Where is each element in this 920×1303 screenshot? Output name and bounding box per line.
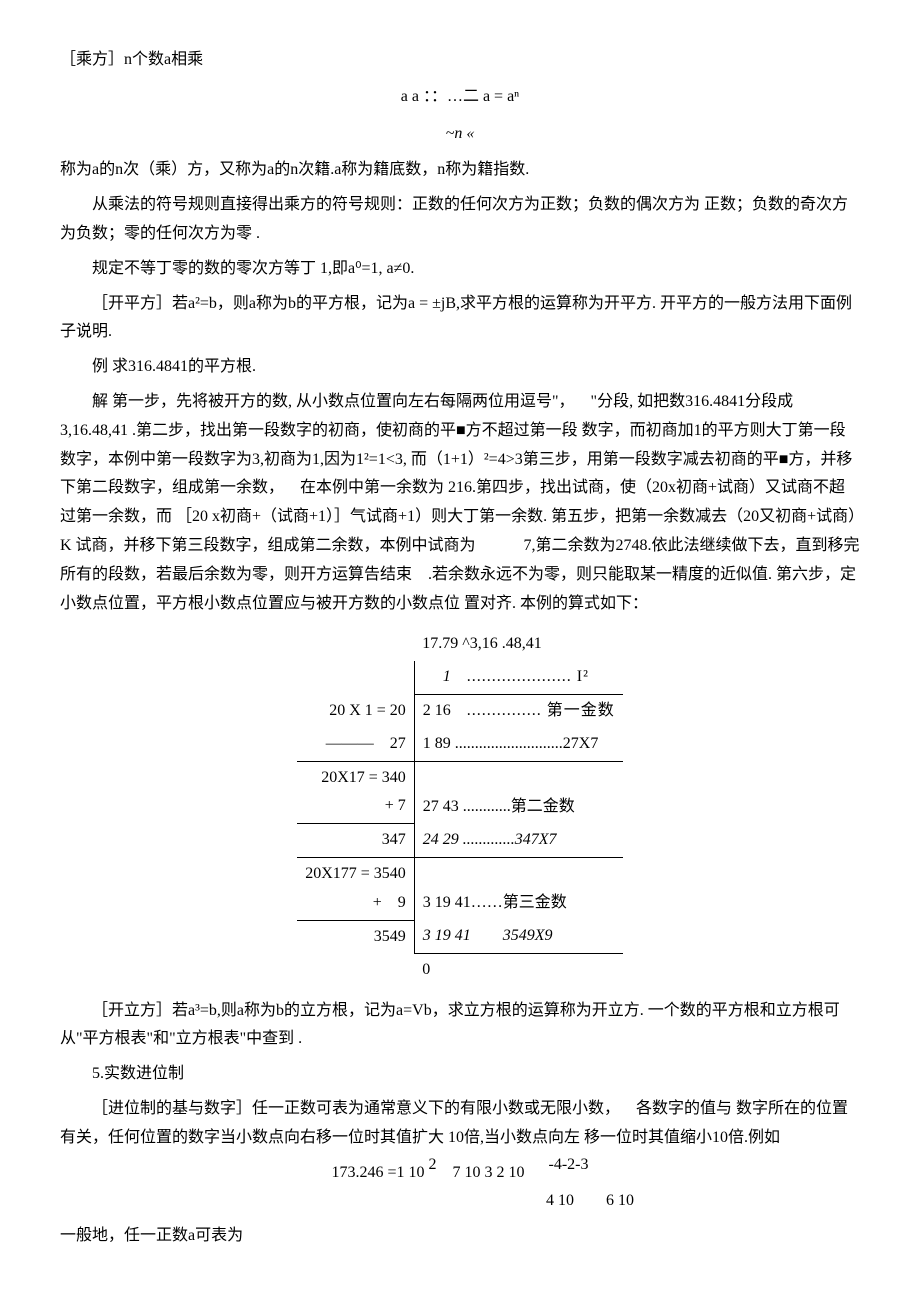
para-cbrt: ［开立方］若a³=b,则a称为b的立方根，记为a=Vb，求立方根的运算称为开立方… <box>60 997 860 1055</box>
calc-r1a: 20 X 1 = 20 <box>297 694 414 727</box>
para-sign-rule: 从乘法的符号规则直接得出乘方的符号规则：正数的任何次方为正数；负数的偶次方为 正… <box>60 191 860 249</box>
exp-e: 4 10 6 10 <box>546 1187 634 1216</box>
calc-r2a: ——— 27 <box>297 728 414 761</box>
formula-n: ~n « <box>60 120 860 149</box>
calc-r1b: 2 16 <box>414 694 459 727</box>
calc-r6b: 3 19 41 3549X9 <box>414 920 623 953</box>
calc-r1c: ............... 第一金数 <box>459 694 623 727</box>
calc-r4a: 347 <box>297 824 414 858</box>
calc-header: 17.79 ^3,16 .48,41 <box>414 628 623 661</box>
sqrt-calculation-table: 17.79 ^3,16 .48,41 1 ...................… <box>297 628 623 986</box>
calc-r6a: 3549 <box>297 920 414 953</box>
section-title: ［乘方］n个数a相乘 <box>60 46 860 75</box>
number-expansion: 173.246 =1 10 2 7 10 3 2 10 -4-2-3 4 10 … <box>60 1159 860 1217</box>
exp-c: 7 10 3 2 10 <box>453 1159 525 1188</box>
calc-r0b: ..................... I² <box>459 661 623 694</box>
calc-r0a: 1 <box>414 661 459 694</box>
calc-r3a: 20X17 = 340 + 7 <box>297 761 414 824</box>
calc-r5b: 3 19 41……第三金数 <box>414 857 623 920</box>
exp-a: 173.246 =1 10 <box>331 1159 424 1188</box>
para-solution: 解 第一步，先将被开方的数, 从小数点位置向左右每隔两位用逗号"， "分段, 如… <box>60 388 860 618</box>
exp-d: -4-2-3 <box>549 1151 589 1180</box>
para-example: 例 求316.4841的平方根. <box>60 353 860 382</box>
exp-b: 2 <box>429 1151 437 1180</box>
para-def-power: 称为a的n次（乘）方，又称为a的n次籍.a称为籍底数，n称为籍指数. <box>60 156 860 185</box>
para-general: 一般地，任一正数a可表为 <box>60 1222 860 1251</box>
para-positional: ［进位制的基与数字］任一正数可表为通常意义下的有限小数或无限小数， 各数字的值与… <box>60 1095 860 1153</box>
para-section5: 5.实数进位制 <box>60 1060 860 1089</box>
calc-r2b: 1 89 ...........................27X7 <box>414 728 623 761</box>
calc-r3b: 27 43 ............第二金数 <box>414 761 623 824</box>
calc-r7: 0 <box>414 953 623 986</box>
para-zero-power: 规定不等丁零的数的零次方等丁 1,即a⁰=1, a≠0. <box>60 255 860 284</box>
calc-r5a: 20X177 = 3540 + 9 <box>297 857 414 920</box>
formula-power: a a ：：…二 a = aⁿ <box>60 83 860 112</box>
calc-r4b: 24 29 .............347X7 <box>414 824 623 858</box>
para-sqrt-def: ［开平方］若a²=b，则a称为b的平方根，记为a = ±jB,求平方根的运算称为… <box>60 290 860 348</box>
